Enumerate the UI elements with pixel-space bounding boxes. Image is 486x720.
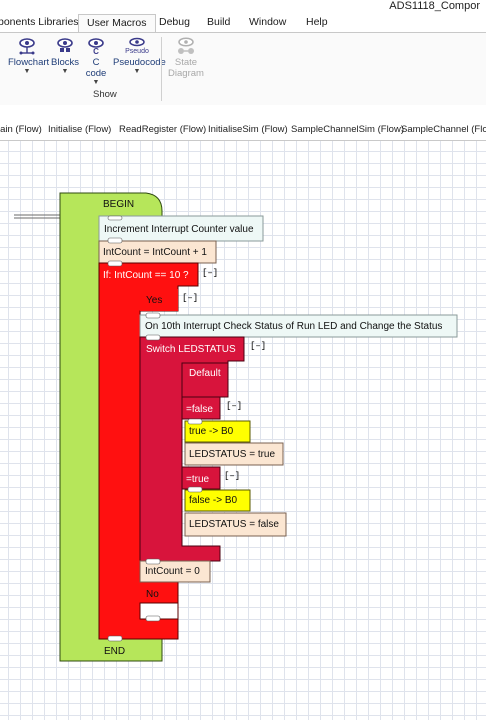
diagram-label: Diagram (168, 68, 204, 79)
connector-notch (145, 558, 161, 565)
tab-samplechannelsim-flow[interactable]: SampleChannelSim (Flow) (291, 124, 404, 135)
c-label: C (92, 57, 100, 68)
ribbon-spacer (0, 105, 486, 120)
output-text: false -> B0 (189, 495, 238, 506)
pseudocode-icon-text: Pseudo (125, 48, 149, 55)
ribbon-separator (161, 37, 162, 101)
pseudocode-button[interactable]: Pseudo Pseudocode ▼ (113, 37, 166, 76)
chevron-down-icon: ▼ (133, 68, 141, 75)
calculation-text: IntCount = IntCount + 1 (103, 247, 207, 258)
connector-notch (107, 215, 123, 221)
collapse-toggle[interactable]: [–] (224, 471, 241, 481)
tab-components-libraries[interactable]: ponents Libraries (0, 16, 79, 28)
calculation-text: LEDSTATUS = true (189, 449, 276, 460)
switch-text: Switch LEDSTATUS (146, 344, 236, 355)
calculation-box[interactable] (184, 512, 287, 537)
tab-readregister-flow[interactable]: ReadRegister (Flow) (119, 124, 207, 135)
decision-text: If: IntCount == 10 ? (103, 270, 189, 281)
tab-user-macros[interactable]: User Macros (78, 14, 156, 33)
title-bar: ADS1118_Compor (0, 0, 486, 14)
no-label: No (146, 589, 159, 600)
flowchart-button[interactable]: Flowchart ▼ (8, 37, 50, 76)
collapse-toggle[interactable]: [–] (250, 341, 267, 351)
svg-text:C: C (93, 47, 99, 55)
state-diagram-button: State Diagram (166, 37, 206, 79)
ribbon: Flowchart ▼ Blocks ▼ C C code ▼ Pseudo P… (0, 32, 486, 106)
tab-debug[interactable]: Debug (159, 16, 190, 28)
c-code-icon: C (87, 37, 105, 56)
calculation-box[interactable] (184, 442, 284, 466)
chevron-down-icon: ▼ (23, 68, 31, 75)
tab-build[interactable]: Build (207, 16, 231, 28)
blocks-label: Blocks (51, 57, 79, 68)
tab-initialise-flow[interactable]: Initialise (Flow) (48, 124, 112, 135)
connector-notch (107, 260, 123, 267)
comment-text: Increment Interrupt Counter value (104, 224, 254, 235)
default-label: Default (189, 368, 221, 379)
connector-notch (107, 237, 123, 244)
tab-samplechannel-flow[interactable]: SampleChannel (Flow) (401, 124, 486, 135)
comment-box[interactable] (139, 314, 458, 338)
tab-window[interactable]: Window (249, 16, 287, 28)
flowchart-drawing (14, 192, 458, 662)
flowchart-canvas[interactable]: BEGIN Increment Interrupt Counter value … (0, 141, 486, 720)
connector-notch (187, 486, 203, 493)
code-label: code (85, 68, 107, 79)
state-label: State (174, 57, 198, 68)
collapse-toggle[interactable]: [–] (182, 293, 199, 303)
calculation-box[interactable] (139, 560, 211, 583)
comment-box[interactable] (98, 215, 264, 242)
calculation-text: LEDSTATUS = false (189, 519, 279, 530)
pseudocode-label: Pseudocode (113, 57, 166, 68)
menu-tabs: ponents Libraries User Macros Debug Buil… (0, 14, 486, 33)
case-false-label: =false (186, 404, 213, 415)
output-box[interactable] (184, 489, 251, 512)
begin-label: BEGIN (103, 199, 135, 210)
comment-text: On 10th Interrupt Check Status of Run LE… (145, 321, 443, 332)
ribbon-group-label: Show (93, 89, 117, 100)
yes-label: Yes (146, 295, 163, 306)
pseudocode-icon: Pseudo (122, 37, 152, 55)
output-box[interactable] (184, 420, 251, 443)
end-label: END (104, 646, 126, 657)
connector-notch (145, 615, 161, 622)
flowchart-label: Flowchart (8, 57, 50, 68)
collapse-toggle[interactable]: [–] (202, 268, 219, 278)
connector-notch (145, 334, 161, 341)
c-code-button[interactable]: C C code ▼ (82, 37, 110, 87)
connector-notch (187, 418, 203, 425)
tab-help[interactable]: Help (306, 16, 328, 28)
output-text: true -> B0 (189, 426, 234, 437)
app-title: ADS1118_Compor (389, 0, 480, 12)
case-true-label: =true (186, 474, 210, 485)
flowchart-icon (18, 37, 36, 55)
blocks-button[interactable]: Blocks ▼ (51, 37, 79, 76)
chevron-down-icon: ▼ (92, 79, 100, 86)
blocks-icon (56, 37, 74, 55)
chevron-down-icon: ▼ (61, 68, 69, 75)
connector-notch (145, 312, 161, 319)
state-diagram-icon (177, 37, 195, 55)
switch-case-default[interactable] (181, 362, 229, 398)
calculation-text: IntCount = 0 (145, 566, 200, 577)
yes-branch (140, 289, 178, 311)
document-tabs: lain (Flow) Initialise (Flow) ReadRegist… (0, 120, 486, 141)
collapse-toggle[interactable]: [–] (226, 401, 243, 411)
tab-initialisesim-flow[interactable]: InitialiseSim (Flow) (208, 124, 288, 135)
connector-notch (107, 635, 123, 642)
tab-main-flow[interactable]: lain (Flow) (0, 124, 42, 135)
